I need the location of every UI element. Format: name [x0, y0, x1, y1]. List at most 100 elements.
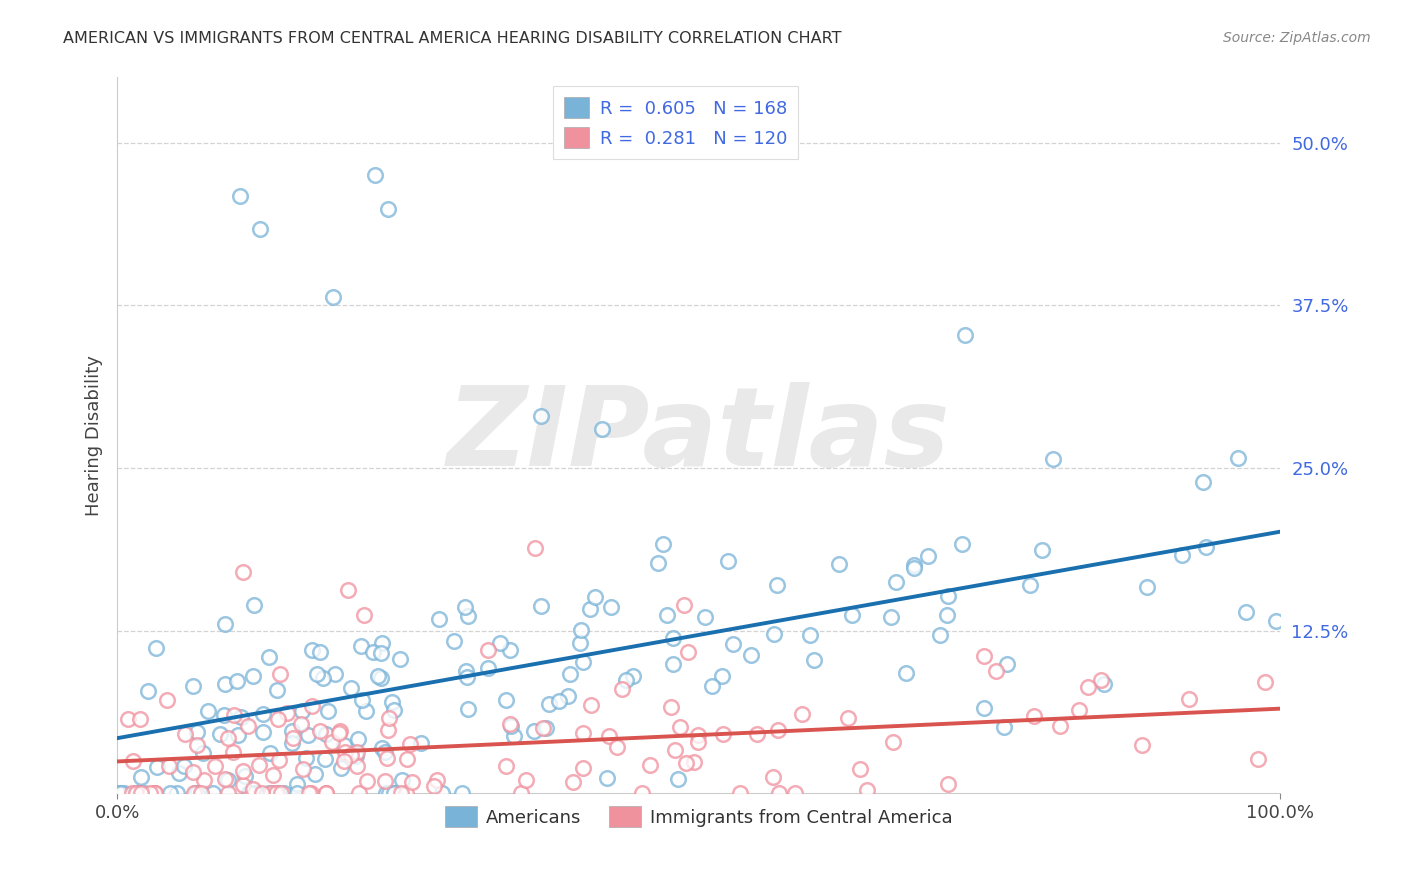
Point	[454, 665, 477, 679]
Point	[145, 640, 167, 655]
Point	[314, 752, 336, 766]
Point	[333, 738, 356, 752]
Point	[238, 786, 260, 800]
Point	[190, 786, 212, 800]
Point	[242, 669, 264, 683]
Point	[382, 703, 405, 717]
Point	[495, 693, 517, 707]
Point	[457, 701, 479, 715]
Point	[841, 608, 863, 623]
Point	[638, 757, 661, 772]
Point	[107, 786, 129, 800]
Point	[374, 774, 396, 789]
Point	[322, 290, 344, 304]
Point	[1031, 543, 1053, 558]
Point	[347, 786, 370, 800]
Point	[247, 757, 270, 772]
Point	[186, 724, 208, 739]
Point	[728, 786, 751, 800]
Point	[495, 758, 517, 772]
Point	[316, 704, 339, 718]
Point	[579, 601, 602, 615]
Point	[367, 669, 389, 683]
Point	[257, 650, 280, 665]
Point	[955, 327, 977, 342]
Point	[647, 557, 669, 571]
Point	[936, 777, 959, 791]
Point	[121, 754, 143, 768]
Point	[530, 409, 553, 423]
Point	[803, 653, 825, 667]
Point	[173, 759, 195, 773]
Point	[1042, 452, 1064, 467]
Point	[377, 723, 399, 738]
Point	[264, 786, 287, 800]
Point	[456, 670, 478, 684]
Point	[762, 626, 785, 640]
Point	[375, 786, 398, 800]
Point	[936, 607, 959, 622]
Point	[129, 712, 152, 726]
Point	[370, 646, 392, 660]
Point	[186, 738, 208, 752]
Point	[233, 768, 256, 782]
Point	[291, 704, 314, 718]
Point	[312, 671, 335, 685]
Point	[269, 753, 291, 767]
Point	[595, 772, 617, 786]
Point	[276, 706, 298, 721]
Point	[599, 599, 621, 614]
Point	[333, 745, 356, 759]
Point	[283, 731, 305, 745]
Point	[266, 682, 288, 697]
Point	[530, 599, 553, 613]
Point	[766, 578, 789, 592]
Point	[388, 652, 411, 666]
Point	[143, 786, 166, 800]
Point	[884, 574, 907, 589]
Point	[231, 710, 253, 724]
Point	[159, 786, 181, 800]
Point	[740, 648, 762, 662]
Point	[664, 742, 686, 756]
Point	[880, 610, 903, 624]
Point	[337, 582, 360, 597]
Point	[239, 786, 262, 800]
Point	[329, 724, 352, 739]
Point	[723, 637, 745, 651]
Point	[217, 786, 239, 800]
Point	[669, 720, 692, 734]
Point	[382, 786, 405, 800]
Point	[537, 697, 560, 711]
Point	[432, 786, 454, 800]
Point	[298, 786, 321, 800]
Point	[378, 711, 401, 725]
Point	[1247, 752, 1270, 766]
Point	[232, 778, 254, 792]
Point	[202, 786, 225, 800]
Point	[142, 786, 165, 800]
Point	[350, 639, 373, 653]
Point	[799, 628, 821, 642]
Point	[894, 666, 917, 681]
Point	[662, 657, 685, 671]
Point	[1195, 541, 1218, 555]
Point	[354, 704, 377, 718]
Point	[489, 636, 512, 650]
Point	[304, 766, 326, 780]
Point	[110, 786, 132, 800]
Point	[1077, 680, 1099, 694]
Point	[226, 673, 249, 688]
Point	[675, 756, 697, 770]
Point	[270, 786, 292, 800]
Point	[127, 786, 149, 800]
Point	[409, 736, 432, 750]
Point	[370, 740, 392, 755]
Point	[616, 673, 638, 687]
Point	[523, 724, 546, 739]
Point	[569, 623, 592, 637]
Point	[1067, 703, 1090, 717]
Point	[285, 786, 308, 800]
Point	[226, 728, 249, 742]
Point	[273, 786, 295, 800]
